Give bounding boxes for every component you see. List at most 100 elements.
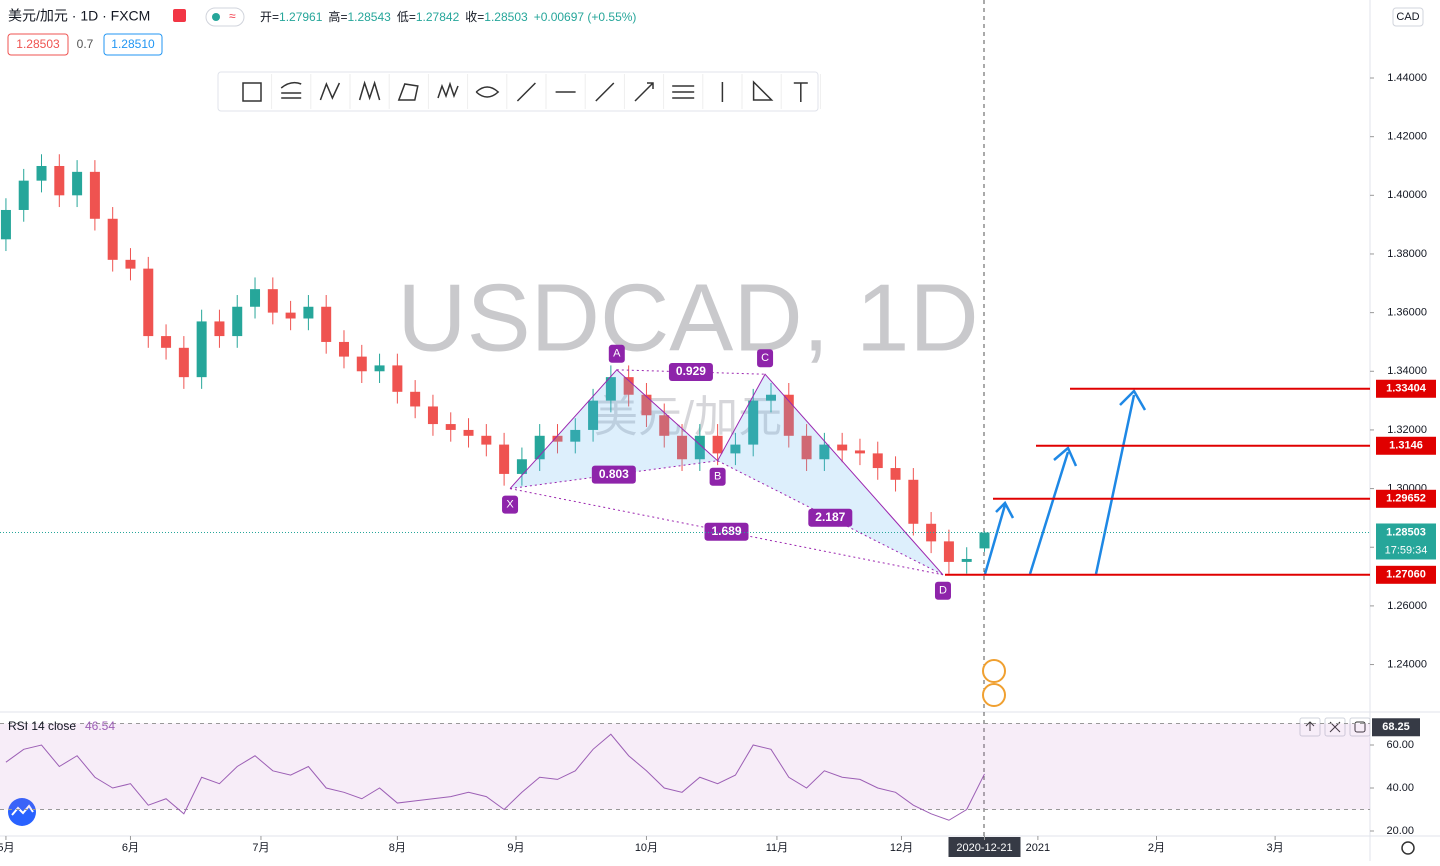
y-tick-label: 1.26000 [1387, 600, 1427, 612]
toolbar-icon [280, 81, 302, 99]
toolbar-icon [437, 81, 459, 99]
pattern-point-box [934, 581, 951, 600]
x-tick-label: 12月 [890, 842, 913, 854]
ohlc-value: 1.28543 [347, 10, 391, 24]
projection-arrows [983, 388, 1147, 575]
pattern-point-box [608, 344, 625, 363]
candle-body [250, 289, 261, 307]
rsi-y-tick-label: 20.00 [1386, 825, 1414, 837]
ratio-label: 0.803 [599, 467, 629, 481]
candle-body [854, 450, 865, 454]
candle-body [499, 444, 510, 474]
candle-body [748, 400, 759, 445]
candle-body [18, 180, 29, 210]
settings-icon[interactable] [1401, 841, 1415, 855]
candle-body [338, 341, 349, 357]
y-tick-label: 1.42000 [1387, 131, 1427, 143]
toolbar-icon [595, 82, 615, 102]
candle-body [872, 453, 883, 469]
currency-box[interactable] [1392, 7, 1424, 27]
drawing-toolbar [217, 71, 819, 112]
toolbar-icon [397, 83, 419, 101]
candle-body [926, 523, 937, 542]
candle-body [961, 558, 972, 562]
pattern-point-label: C [761, 352, 769, 364]
ask: 1.28510 [111, 37, 155, 51]
toolbar-icon [793, 82, 808, 102]
candle-body [54, 165, 65, 196]
candle-body [178, 347, 189, 378]
candle-body [125, 259, 136, 269]
x-tick-label: 6月 [122, 842, 139, 854]
status-pill [205, 7, 245, 27]
x-tick-label: 11月 [766, 842, 788, 854]
candle-body [410, 391, 421, 407]
candle-body [979, 532, 990, 549]
candle-body [321, 306, 332, 342]
rsi-pane-buttons [1299, 717, 1371, 737]
candle-body [623, 377, 634, 395]
candle-body [463, 429, 474, 436]
ohlc-value: 1.27842 [416, 10, 460, 24]
event-icons [982, 659, 1006, 707]
pattern-fill [717, 374, 943, 575]
level-label: 1.29652 [1386, 493, 1426, 505]
level-label: 1.27060 [1386, 569, 1426, 581]
candle-body [143, 268, 154, 337]
event-icon[interactable] [982, 659, 1006, 683]
candle-body [712, 435, 723, 454]
currency: CAD [1396, 11, 1419, 23]
toolbar-icon [319, 81, 341, 101]
rsi-y-tick-label: 60.00 [1386, 739, 1414, 751]
y-tick-label: 1.38000 [1387, 248, 1427, 260]
candle-body [356, 356, 367, 372]
candle-body [605, 377, 616, 401]
ohlc-value: 1.27961 [279, 10, 323, 24]
candle-body [392, 365, 403, 392]
rsi-band [0, 723, 1370, 810]
logo-mark [11, 804, 34, 816]
x-tick-label: 3月 [1267, 842, 1284, 854]
candle-body [161, 336, 172, 348]
candle-body [819, 444, 830, 460]
candle-body [36, 165, 47, 181]
candle-body [196, 321, 207, 378]
last-price-label: 1.28503 [1386, 526, 1426, 538]
ratio-box [704, 522, 749, 541]
pattern-point-label: A [613, 348, 621, 360]
pattern-point-box [757, 349, 774, 368]
pattern-point-label: D [939, 585, 947, 597]
y-tick-label: 1.40000 [1387, 189, 1427, 201]
candle-body [214, 321, 225, 337]
ohlc-eq: = [477, 10, 484, 24]
level-tag [1376, 565, 1436, 584]
ohlc-eq: = [272, 10, 279, 24]
ratio-box [591, 465, 636, 484]
toolbar-icon [634, 82, 654, 102]
ohlc-eq: = [409, 10, 416, 24]
bid-box[interactable] [7, 33, 69, 56]
arrow [1028, 445, 1078, 575]
level-label: 1.33404 [1386, 383, 1427, 395]
y-tick-label: 1.44000 [1387, 72, 1427, 84]
event-icon[interactable] [982, 683, 1006, 707]
candle-body [765, 394, 776, 401]
flag-icon[interactable] [173, 9, 186, 22]
candle-body [72, 171, 83, 196]
ask-box[interactable] [103, 33, 163, 56]
candle-body [481, 435, 492, 445]
toolbar-icon [242, 82, 262, 102]
rsi-y-tick-label: 40.00 [1386, 782, 1414, 794]
candle-body [943, 541, 954, 562]
ohlc-key: 收 [465, 10, 477, 24]
y-tick-label: 1.34000 [1387, 365, 1427, 377]
candle-body [232, 306, 243, 337]
y-tick-label: 1.24000 [1387, 658, 1427, 670]
x-tick-label: 2月 [1148, 842, 1165, 854]
ohlc-key: 高 [328, 9, 340, 24]
candle-body [303, 306, 314, 319]
pattern-point-box [709, 467, 726, 486]
ohlc-key: 开 [260, 10, 272, 24]
rsi-title: RSI 14 close [8, 719, 76, 733]
